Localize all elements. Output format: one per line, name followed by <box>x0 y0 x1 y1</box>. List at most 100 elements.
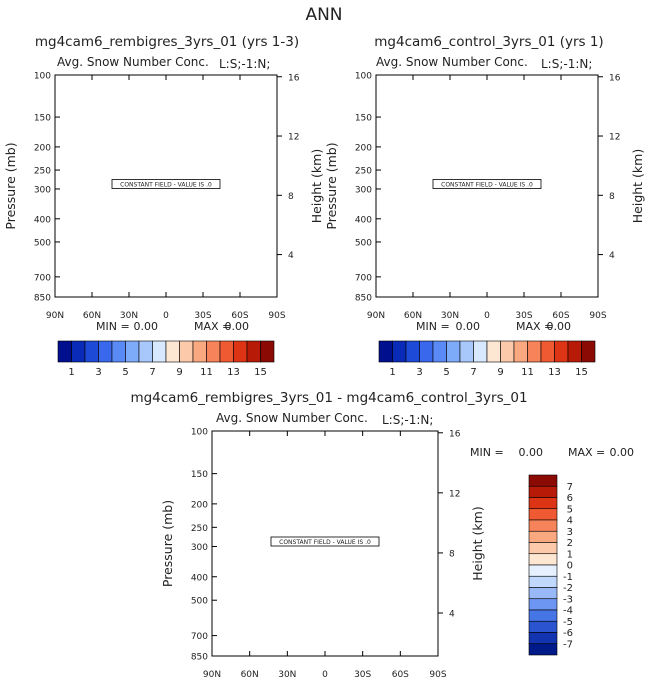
colorbar-swatch <box>500 340 515 363</box>
x-tick-label: 30S <box>515 311 532 321</box>
colorbar-label: 6 <box>567 493 573 504</box>
colorbar-swatch <box>528 643 558 656</box>
colorbar-label: -2 <box>563 583 573 594</box>
x-tick-label: 60S <box>231 311 248 321</box>
y2-tick-label: 16 <box>288 73 300 83</box>
colorbar-label: 13 <box>227 367 240 378</box>
constant-field-box <box>432 179 542 189</box>
field-label: L:S;-1:N; <box>382 413 433 427</box>
colorbar: 1 3 5 7 9 11 13 15 <box>57 340 275 378</box>
y-tick-label: 100 <box>355 72 372 82</box>
x-tick-label: 90N <box>46 311 64 321</box>
field-label: L:S;-1:N; <box>541 57 592 71</box>
y-tick-label: 200 <box>355 143 372 153</box>
colorbar-swatch <box>419 340 434 363</box>
colorbar-swatch <box>71 340 86 363</box>
panel-subtitle: Avg. Snow Number Conc. <box>376 55 528 69</box>
colorbar-swatch <box>528 553 558 566</box>
y-tick-label: 500 <box>191 597 208 607</box>
y-tick-label: 300 <box>191 543 208 553</box>
constant-field-box <box>111 179 221 189</box>
colorbar-label: 7 <box>567 482 573 493</box>
x-tick-label: 0 <box>163 311 169 321</box>
y2-tick-label: 4 <box>449 610 455 620</box>
x-tick-label: 60S <box>552 311 569 321</box>
colorbar-swatch <box>432 340 447 363</box>
colorbar-swatch <box>554 340 569 363</box>
panel-title: mg4cam6_control_3yrs_01 (yrs 1) <box>374 34 603 50</box>
colorbar-swatch <box>528 508 558 521</box>
colorbar-label: 3 <box>95 367 101 378</box>
colorbar-swatch <box>206 340 221 363</box>
min-value: 0.00 <box>134 320 159 333</box>
y2-axis-label: Height (km) <box>630 149 645 223</box>
colorbar-swatch <box>219 340 234 363</box>
y2-tick-label: 8 <box>288 192 294 202</box>
max-label: MAX = <box>194 320 231 333</box>
colorbar-swatch <box>581 340 596 363</box>
x-tick-label: 60N <box>83 311 101 321</box>
x-tick-label: 90N <box>367 311 385 321</box>
colorbar-label: 2 <box>567 538 573 549</box>
colorbar-label: 3 <box>416 367 422 378</box>
x-tick-label: 90S <box>589 311 606 321</box>
colorbar-label: 1 <box>567 549 573 560</box>
colorbar-swatch <box>392 340 407 363</box>
colorbar-label: 5 <box>443 367 449 378</box>
x-tick-label: 0 <box>322 670 328 680</box>
colorbar-swatch <box>179 340 194 363</box>
y-tick-label: 100 <box>34 72 51 82</box>
y-tick-label: 300 <box>355 185 372 195</box>
main-title: ANN <box>305 5 342 25</box>
y-tick-label: 400 <box>191 573 208 583</box>
colorbar-swatch <box>152 340 167 363</box>
y-tick-label: 500 <box>34 238 51 248</box>
colorbar-label: 9 <box>176 367 182 378</box>
colorbar-swatch <box>528 575 558 588</box>
min-label: MIN = <box>416 320 450 333</box>
y-tick-label: 150 <box>355 114 372 124</box>
y-tick-label: 200 <box>34 143 51 153</box>
colorbar-swatch <box>528 632 558 645</box>
x-tick-label: 60N <box>241 670 259 680</box>
colorbar-swatch <box>528 497 558 510</box>
colorbar-label: -7 <box>563 639 573 650</box>
panel-title: mg4cam6_rembigres_3yrs_01 - mg4cam6_cont… <box>130 390 527 406</box>
colorbar-swatch <box>567 340 582 363</box>
colorbar-label: 3 <box>567 527 573 538</box>
panel-title: mg4cam6_rembigres_3yrs_01 (yrs 1-3) <box>35 34 299 50</box>
x-tick-label: 30N <box>278 670 296 680</box>
panel-subtitle: Avg. Snow Number Conc. <box>57 55 209 69</box>
panel-1: mg4cam6_rembigres_3yrs_01 (yrs 1-3) Avg. … <box>3 34 324 378</box>
colorbar-label: 1 <box>389 367 395 378</box>
x-tick-label: 90S <box>268 311 285 321</box>
max-label: MAX = <box>568 446 605 459</box>
colorbar-swatch <box>446 340 461 363</box>
y-tick-label: 250 <box>355 167 372 177</box>
colorbar-swatch <box>528 519 558 532</box>
y-tick-label: 850 <box>191 653 208 663</box>
constant-field-box <box>270 536 380 547</box>
colorbar-swatch <box>486 340 501 363</box>
x-tick-label: 60N <box>404 311 422 321</box>
colorbar-label: 7 <box>470 367 476 378</box>
colorbar-swatch <box>138 340 153 363</box>
colorbar-label: -5 <box>563 617 573 628</box>
colorbar-swatch <box>540 340 555 363</box>
y-tick-label: 850 <box>355 294 372 304</box>
colorbar-label: 15 <box>254 367 267 378</box>
colorbar-swatch <box>473 340 488 363</box>
y2-tick-label: 4 <box>288 251 294 261</box>
max-label: MAX = <box>516 320 553 333</box>
colorbar-swatch <box>528 474 558 487</box>
min-value: 0.00 <box>519 446 544 459</box>
max-value: 0.00 <box>610 446 635 459</box>
y-tick-label: 500 <box>355 238 372 248</box>
constant-field-label: CONSTANT FIELD - VALUE IS .0 <box>279 539 371 546</box>
colorbar-swatch <box>246 340 261 363</box>
colorbar-swatch <box>378 340 393 363</box>
y2-tick-label: 12 <box>609 133 620 143</box>
colorbar-swatch <box>98 340 113 363</box>
colorbar-swatch <box>459 340 474 363</box>
